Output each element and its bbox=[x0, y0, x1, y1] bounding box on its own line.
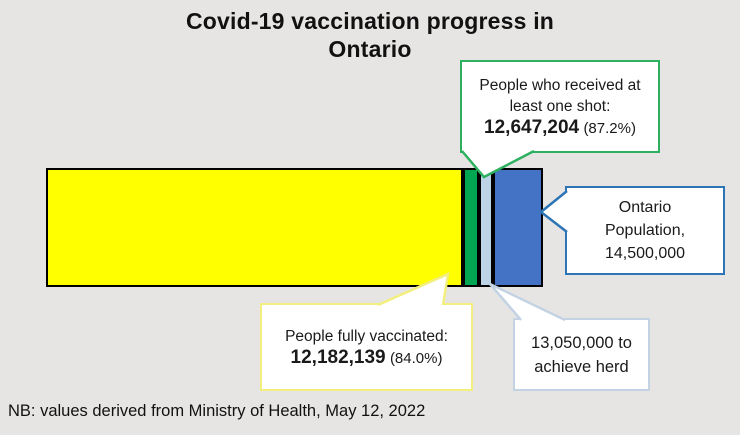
callout-population-line2: Population, bbox=[604, 222, 686, 239]
callout-herd-line2: achieve herd bbox=[534, 357, 629, 376]
chart-title: Covid-19 vaccination progress in Ontario bbox=[0, 7, 740, 63]
stacked-bar bbox=[46, 168, 543, 287]
callout-one-shot: People who received at least one shot: 1… bbox=[460, 60, 660, 153]
callout-fully-vaccinated: People fully vaccinated: 12,182,139 (84.… bbox=[260, 303, 473, 391]
callout-herd-line1: 13,050,000 to bbox=[531, 333, 632, 352]
source-note: NB: values derived from Ministry of Heal… bbox=[8, 402, 426, 420]
bar-segment-herd-threshold bbox=[479, 168, 494, 287]
callout-one-shot-line1: People who received at bbox=[479, 76, 641, 94]
callout-one-shot-line2: least one shot: bbox=[509, 97, 611, 115]
bar-segment-fully-vaccinated bbox=[46, 168, 464, 287]
callout-population-line1: Ontario bbox=[618, 199, 672, 216]
population-pointer-outline bbox=[538, 190, 568, 233]
bar-segment-ontario-population bbox=[493, 168, 543, 287]
bar-segment-one-shot bbox=[463, 168, 480, 287]
callout-one-shot-value-line: 12,647,204 (87.2%) bbox=[462, 117, 658, 139]
fully-vaccinated-percent: (84.0%) bbox=[389, 349, 443, 367]
fully-vaccinated-value: 12,182,139 bbox=[290, 346, 386, 368]
population-pointer bbox=[541, 191, 568, 232]
callout-population: Ontario Population, 14,500,000 bbox=[565, 186, 725, 275]
chart-title-line2: Ontario bbox=[328, 36, 412, 62]
herd-pointer-outline bbox=[489, 282, 566, 322]
herd-pointer bbox=[490, 284, 565, 321]
one-shot-percent: (87.2%) bbox=[583, 119, 636, 137]
chart-title-line1: Covid-19 vaccination progress in bbox=[185, 8, 555, 34]
callout-population-line3: 14,500,000 bbox=[604, 245, 686, 262]
callout-fully-vaccinated-value-line: 12,182,139 (84.0%) bbox=[262, 347, 471, 369]
one-shot-value: 12,647,204 bbox=[484, 116, 580, 138]
callout-fully-vaccinated-line1: People fully vaccinated: bbox=[285, 327, 448, 345]
callout-herd: 13,050,000 to achieve herd bbox=[513, 318, 650, 391]
